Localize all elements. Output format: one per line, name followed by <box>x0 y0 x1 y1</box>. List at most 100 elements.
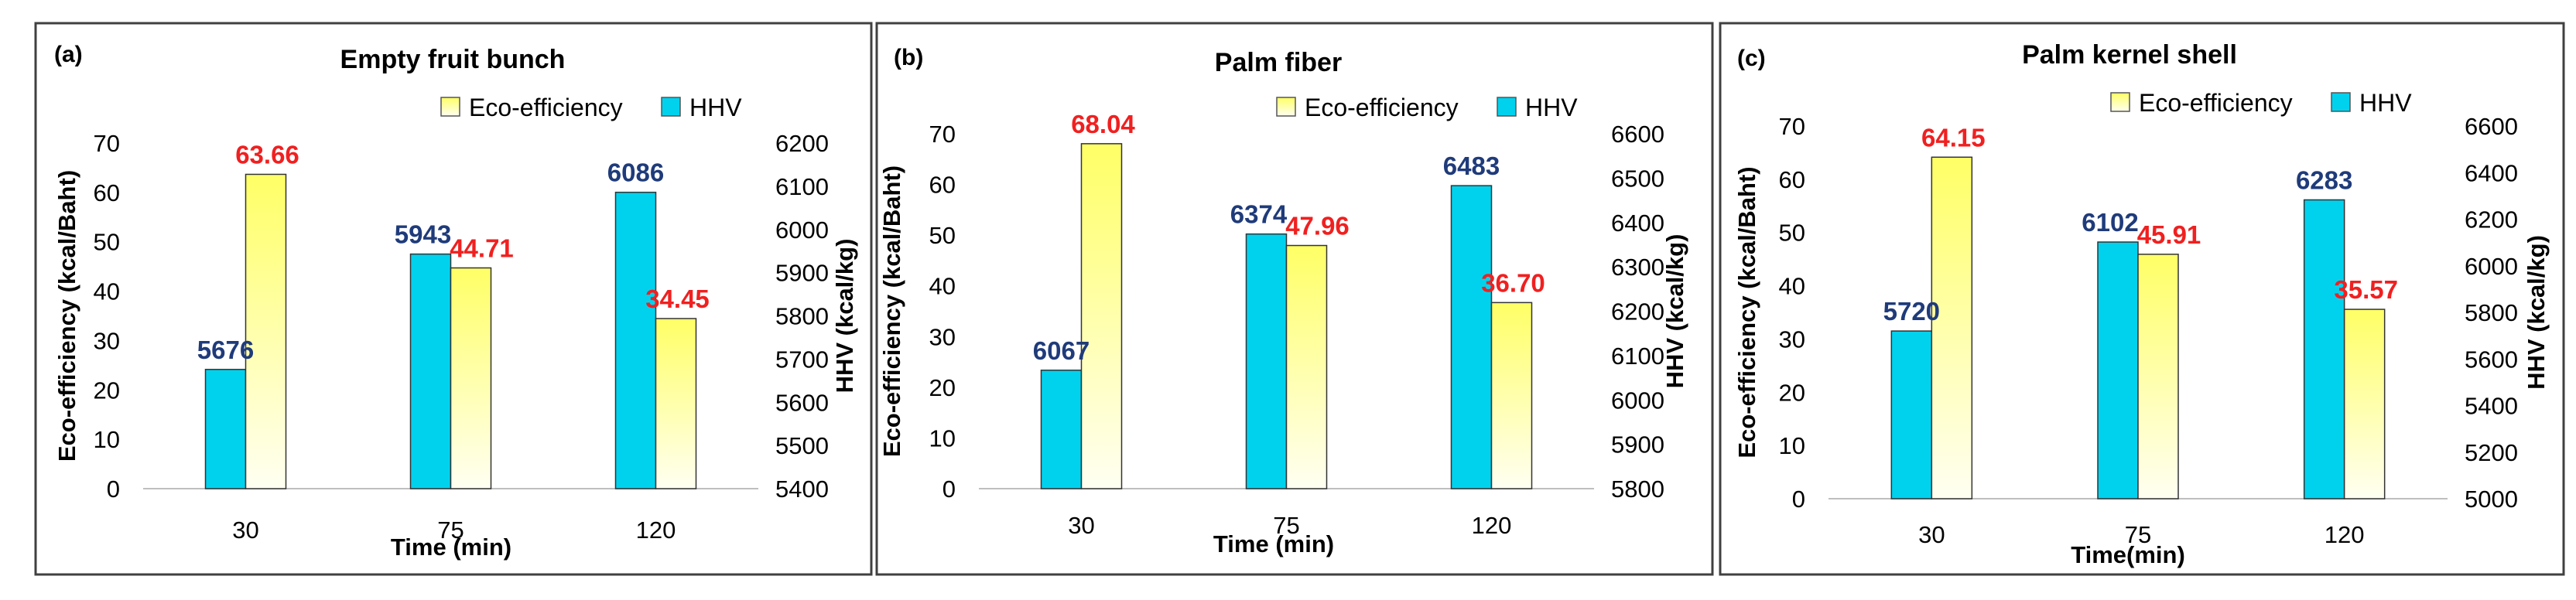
right-tick-label: 5800 <box>2465 299 2518 326</box>
bar-hhv <box>1890 330 1933 499</box>
data-label-hhv: 6102 <box>2082 208 2138 237</box>
x-tick-label: 75 <box>1273 512 1299 539</box>
data-label-eco-efficiency: 44.71 <box>450 234 514 262</box>
left-tick-label: 70 <box>929 121 956 148</box>
right-tick-label: 5600 <box>775 389 829 416</box>
legend-swatch-hhv <box>1497 97 1517 117</box>
legend: Eco-efficiency HHV <box>2110 89 2412 117</box>
data-label-eco-efficiency: 36.70 <box>1481 268 1545 297</box>
right-tick-label: 5400 <box>2465 393 2518 420</box>
data-label-eco-efficiency: 47.96 <box>1285 212 1350 240</box>
left-tick-label: 0 <box>107 476 120 503</box>
chart-title: Empty fruit bunch <box>340 45 566 74</box>
panel-frame <box>875 22 1714 576</box>
legend-label-hhv: HHV <box>1525 94 1578 121</box>
bar-hhv <box>1245 233 1288 489</box>
legend-swatch-eco-efficiency <box>2110 92 2130 112</box>
bar-eco-efficiency <box>1285 244 1328 489</box>
data-label-eco-efficiency: 63.66 <box>235 140 299 169</box>
left-tick-label: 70 <box>94 130 120 157</box>
x-tick-label: 30 <box>232 516 258 544</box>
right-tick-label: 6000 <box>2465 253 2518 280</box>
y-axis-left-title: Eco-efficiency (kcal/Baht) <box>1733 166 1760 458</box>
right-tick-label: 5600 <box>2465 346 2518 373</box>
left-tick-label: 40 <box>929 273 956 300</box>
left-tick-label: 60 <box>1779 166 1805 193</box>
data-label-eco-efficiency: 68.04 <box>1071 110 1135 138</box>
left-tick-label: 50 <box>929 222 956 249</box>
y-axis-right-title: HHV (kcal/kg) <box>2523 235 2550 390</box>
right-tick-label: 6500 <box>1611 165 1664 192</box>
chart-title: Palm kernel shell <box>2022 40 2237 70</box>
legend: Eco-efficiency HHV <box>1276 94 1578 121</box>
right-tick-label: 5400 <box>775 476 829 503</box>
legend: Eco-efficiency HHV <box>440 94 742 121</box>
data-label-eco-efficiency: 45.91 <box>2137 220 2201 249</box>
x-axis-title: Time (min) <box>1213 530 1334 557</box>
bar-eco-efficiency <box>2137 254 2179 499</box>
data-label-hhv: 6086 <box>607 159 664 187</box>
right-tick-label: 6600 <box>2465 113 2518 140</box>
right-tick-label: 6200 <box>2465 206 2518 234</box>
right-tick-label: 6400 <box>2465 159 2518 186</box>
right-tick-label: 6400 <box>1611 210 1664 237</box>
bar-eco-efficiency <box>245 173 287 489</box>
panel-frame <box>1719 22 2565 576</box>
panel-3: (c) Palm kernel shell Eco-efficiency HHV 0 10… <box>1719 22 2565 576</box>
legend-swatch-eco-efficiency <box>440 97 460 117</box>
data-label-hhv: 6283 <box>2296 165 2352 194</box>
x-tick-label: 75 <box>437 516 464 544</box>
right-tick-label: 6000 <box>775 216 829 244</box>
left-tick-label: 0 <box>1792 486 1805 513</box>
bar-hhv <box>614 191 657 489</box>
legend-label-eco-efficiency: Eco-efficiency <box>2139 89 2293 117</box>
right-tick-label: 6300 <box>1611 254 1664 281</box>
right-tick-label: 5700 <box>775 346 829 373</box>
left-tick-label: 10 <box>1779 432 1805 459</box>
right-tick-label: 5500 <box>775 432 829 459</box>
x-axis-title: Time(min) <box>2071 541 2185 568</box>
right-tick-label: 6200 <box>1611 298 1664 326</box>
left-tick-label: 0 <box>942 476 956 503</box>
data-label-eco-efficiency: 35.57 <box>2334 275 2398 304</box>
data-label-eco-efficiency: 34.45 <box>645 285 710 313</box>
legend-swatch-hhv <box>661 97 681 117</box>
bar-eco-efficiency <box>450 267 492 489</box>
legend-swatch-hhv <box>2331 92 2351 112</box>
right-tick-label: 5900 <box>1611 431 1664 459</box>
bar-eco-efficiency <box>1931 156 1973 499</box>
data-label-hhv: 6483 <box>1443 152 1500 180</box>
bar-hhv <box>2303 199 2345 499</box>
bar-eco-efficiency <box>1490 302 1533 489</box>
legend-label-eco-efficiency: Eco-efficiency <box>469 94 623 121</box>
bar-eco-efficiency <box>1080 143 1123 489</box>
x-tick-label: 120 <box>2325 521 2365 548</box>
bar-hhv <box>2097 241 2139 499</box>
left-tick-label: 20 <box>1779 379 1805 406</box>
data-label-hhv: 6067 <box>1033 336 1090 365</box>
bar-hhv <box>409 253 452 489</box>
bar-hhv <box>1040 370 1083 489</box>
data-label-hhv: 5720 <box>1883 297 1940 326</box>
bar-hhv <box>204 369 247 489</box>
left-tick-label: 30 <box>1779 326 1805 353</box>
panel-2: (b) Palm fiber Eco-efficiency HHV 0 10 20 30 40 5… <box>875 22 1714 576</box>
right-tick-label: 6100 <box>775 173 829 200</box>
chart-title: Palm fiber <box>1215 48 1342 77</box>
panel-1: (a) Empty fruit bunch Eco-efficiency HHV 0 10… <box>34 22 873 576</box>
x-tick-label: 30 <box>1068 512 1094 539</box>
left-tick-label: 20 <box>929 374 956 401</box>
right-tick-label: 5900 <box>775 260 829 287</box>
left-tick-label: 50 <box>94 229 120 256</box>
bar-hhv <box>1450 185 1493 489</box>
left-tick-label: 40 <box>1779 273 1805 300</box>
y-axis-left-title: Eco-efficiency (kcal/Baht) <box>53 170 80 462</box>
panel-letter: (c) <box>1737 46 1766 71</box>
left-tick-label: 30 <box>929 323 956 350</box>
y-axis-right-title: HHV (kcal/kg) <box>831 239 858 394</box>
left-tick-label: 40 <box>94 278 120 305</box>
bar-eco-efficiency <box>2343 309 2386 499</box>
data-label-hhv: 5943 <box>395 220 451 249</box>
left-tick-label: 50 <box>1779 220 1805 247</box>
